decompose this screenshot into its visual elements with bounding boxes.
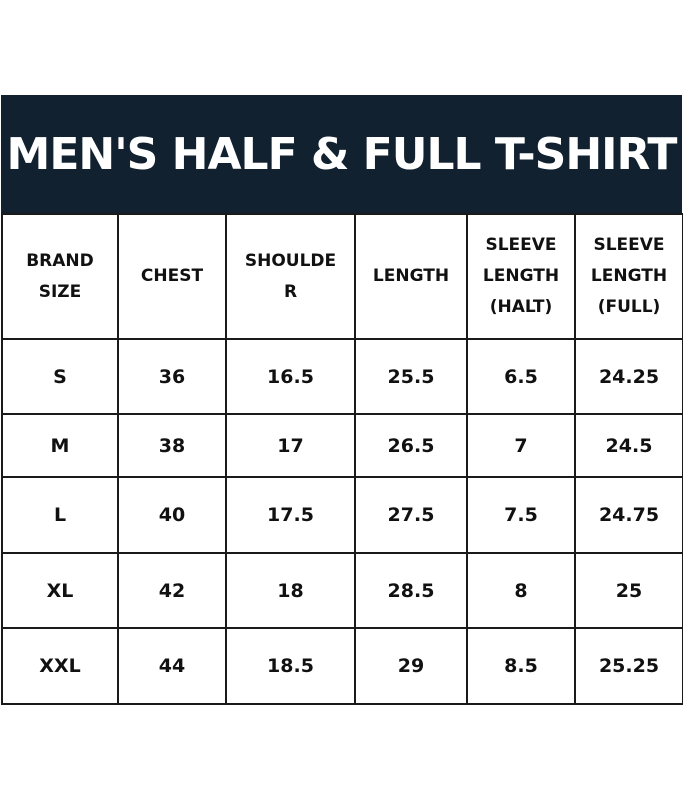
header-line: R (283, 281, 298, 302)
table-cell: 6.5 (466, 338, 576, 415)
table-cell: 25 (574, 552, 683, 629)
header-line: SHOULDE (244, 250, 337, 271)
table-cell: 24.5 (574, 413, 683, 478)
table-cell: 40 (117, 476, 227, 554)
header-sleeve-half: SLEEVE LENGTH (HALT) (466, 213, 576, 340)
table-cell: 44 (117, 627, 227, 705)
header-line: SLEEVE (485, 235, 557, 255)
table-cell: 17.5 (225, 476, 356, 554)
table-row: M 38 17 26.5 7 24.5 (1, 413, 683, 478)
header-line: LENGTH (482, 266, 560, 286)
table-cell: M (1, 413, 119, 478)
header-length: LENGTH (354, 213, 468, 340)
table-row: XXL 44 18.5 29 8.5 25.25 (1, 627, 683, 705)
table-cell: 8 (466, 552, 576, 629)
table-cell: XL (1, 552, 119, 629)
table-cell: 7 (466, 413, 576, 478)
header-line: CHEST (140, 266, 204, 286)
header-shoulder: SHOULDE R (225, 213, 356, 340)
table-cell: 25.25 (574, 627, 683, 705)
header-line: SLEEVE (593, 235, 665, 255)
header-line: LENGTH (590, 266, 668, 286)
header-line: LENGTH (372, 266, 450, 286)
header-line: BRAND (26, 250, 94, 271)
table-row: XL 42 18 28.5 8 25 (1, 552, 683, 629)
table-cell: 16.5 (225, 338, 356, 415)
header-line: SIZE (38, 281, 82, 302)
table-cell: 24.75 (574, 476, 683, 554)
chart-title: MEN'S HALF & FULL T-SHIRT (6, 128, 678, 180)
header-row: BRAND SIZE CHEST SHOULDE R LENGTH SLEEVE LE… (1, 213, 683, 340)
title-banner: MEN'S HALF & FULL T-SHIRT (1, 95, 682, 213)
table-cell: 18.5 (225, 627, 356, 705)
table-row: L 40 17.5 27.5 7.5 24.75 (1, 476, 683, 554)
table-cell: 26.5 (354, 413, 468, 478)
table-cell: 42 (117, 552, 227, 629)
size-chart-table: BRAND SIZE CHEST SHOULDE R LENGTH SLEEVE LE… (1, 213, 683, 705)
header-chest: CHEST (117, 213, 227, 340)
table-cell: 36 (117, 338, 227, 415)
table-cell: S (1, 338, 119, 415)
header-line: (HALT) (489, 297, 553, 317)
table-cell: 27.5 (354, 476, 468, 554)
header-sleeve-full: SLEEVE LENGTH (FULL) (574, 213, 683, 340)
table-cell: XXL (1, 627, 119, 705)
table-cell: 38 (117, 413, 227, 478)
table-cell: 18 (225, 552, 356, 629)
table-cell: L (1, 476, 119, 554)
table-cell: 25.5 (354, 338, 468, 415)
table-cell: 8.5 (466, 627, 576, 705)
table-cell: 24.25 (574, 338, 683, 415)
table-cell: 7.5 (466, 476, 576, 554)
header-brand-size: BRAND SIZE (1, 213, 119, 340)
table-row: S 36 16.5 25.5 6.5 24.25 (1, 338, 683, 415)
table-cell: 17 (225, 413, 356, 478)
table-cell: 29 (354, 627, 468, 705)
header-line: (FULL) (597, 297, 661, 317)
table-cell: 28.5 (354, 552, 468, 629)
